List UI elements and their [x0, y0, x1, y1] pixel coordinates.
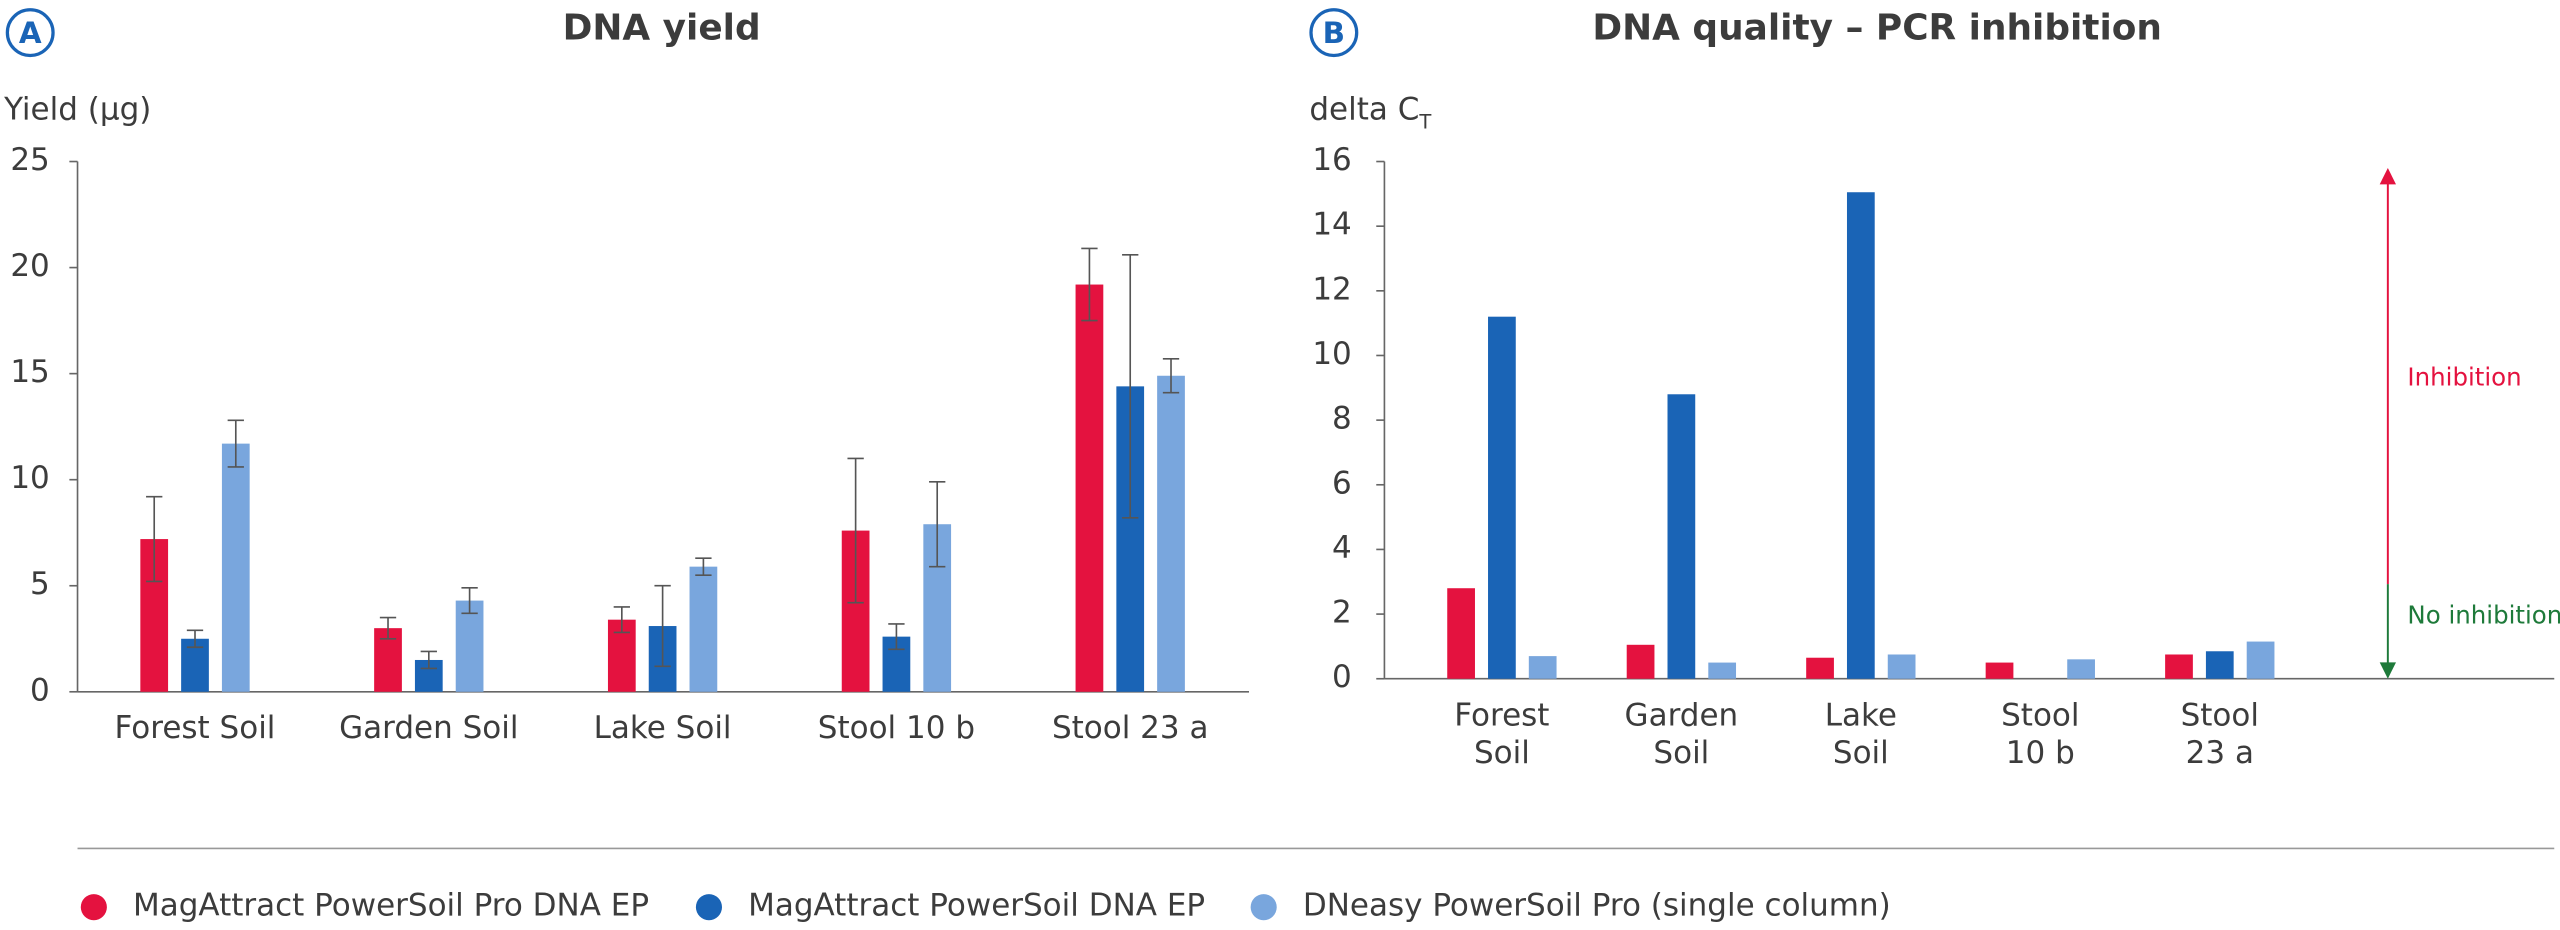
error-bar — [888, 623, 905, 651]
legend-label: MagAttract PowerSoil DNA EP — [748, 888, 1205, 924]
bar — [1488, 316, 1516, 679]
bar — [2165, 654, 2193, 679]
panel-label: B — [1323, 16, 1345, 50]
bar — [1447, 588, 1475, 679]
bar — [1887, 654, 1916, 679]
y-axis-label-sub: T — [1418, 110, 1431, 133]
y-tick-label: 14 — [1312, 207, 1351, 243]
error-bar — [654, 584, 671, 668]
x-tick-label: Forest Soil — [115, 710, 276, 746]
error-bar — [186, 629, 204, 649]
legend-label: DNeasy PowerSoil Pro (single column) — [1303, 888, 1891, 924]
x-tick-label: Stool 10 b — [2001, 697, 2079, 771]
annotation: No inhibition — [2407, 601, 2560, 630]
panel-badge — [1309, 8, 1359, 58]
error-bar — [461, 587, 478, 615]
y-tick-label: 2 — [1332, 595, 1352, 631]
error-bar — [379, 616, 397, 640]
x-tick-line: Garden — [1625, 697, 1739, 733]
arrow-head — [2379, 662, 2396, 679]
x-tick-label: Garden Soil — [1625, 697, 1739, 771]
error-bar — [613, 606, 630, 634]
y-tick-label: 15 — [10, 354, 49, 390]
panel-label: A — [19, 16, 42, 50]
x-tick-line: Stool — [2001, 697, 2079, 733]
y-tick-label: 16 — [1312, 142, 1351, 178]
bar — [1667, 394, 1696, 679]
bar — [1985, 662, 2014, 679]
y-axis-label: delta CT — [1309, 91, 1431, 132]
y-tick-label: 12 — [1312, 271, 1351, 307]
bar — [1708, 662, 1737, 679]
x-tick-line: Stool — [2181, 697, 2259, 733]
legend-swatch — [80, 894, 107, 921]
y-tick-label: 6 — [1332, 465, 1352, 501]
x-tick-label: Stool 10 b — [818, 710, 975, 746]
y-tick-label: 0 — [30, 672, 50, 708]
x-tick-label: Stool 23 a — [2181, 697, 2259, 771]
error-bar — [695, 557, 712, 576]
x-tick-label: Lake Soil — [1825, 697, 1897, 771]
error-bar — [847, 457, 864, 604]
bar — [689, 566, 718, 692]
bar — [455, 600, 484, 692]
error-bar — [146, 495, 163, 583]
error-bar — [1081, 247, 1098, 322]
x-tick-line: 10 b — [2006, 734, 2075, 770]
x-tick-label: Garden Soil — [339, 710, 518, 746]
x-tick-label: Lake Soil — [594, 710, 732, 746]
y-tick-label: 20 — [10, 248, 49, 284]
legend-swatch — [1250, 894, 1277, 921]
x-tick-label: Forest Soil — [1454, 697, 1549, 771]
bar — [2205, 651, 2234, 679]
annotation: Inhibition — [2407, 363, 2521, 392]
bar — [1626, 644, 1655, 679]
x-tick-line: Soil — [1833, 734, 1889, 770]
x-tick-line: Lake — [1825, 697, 1897, 733]
chart-title: DNA yield — [563, 7, 761, 48]
y-tick-label: 10 — [10, 460, 49, 496]
bar — [1157, 375, 1185, 692]
bar — [1846, 192, 1875, 679]
y-tick-label: 8 — [1332, 401, 1352, 437]
bar — [2067, 659, 2095, 679]
y-tick-label: 4 — [1332, 530, 1352, 566]
legend-swatch — [695, 894, 722, 921]
x-tick-line: Forest — [1454, 697, 1549, 733]
y-tick-label: 0 — [1332, 659, 1352, 695]
error-bar — [420, 650, 437, 670]
bar — [1075, 284, 1104, 692]
y-tick-label: 10 — [1312, 336, 1351, 372]
error-bar — [1162, 357, 1180, 394]
panel-badge — [5, 8, 55, 58]
legend-label: MagAttract PowerSoil Pro DNA EP — [133, 888, 649, 924]
chart-title: DNA quality – PCR inhibition — [1592, 7, 2162, 48]
y-axis-label: Yield (µg) — [3, 91, 151, 127]
y-tick-label: 5 — [30, 566, 50, 602]
bar — [221, 443, 250, 692]
x-tick-line: 23 a — [2186, 734, 2254, 770]
error-bar — [1122, 254, 1139, 519]
bar — [1528, 656, 1557, 679]
x-tick-line: Soil — [1653, 734, 1709, 770]
x-tick-label: Stool 23 a — [1052, 710, 1209, 746]
x-tick-line: Soil — [1474, 734, 1530, 770]
y-tick-label: 25 — [10, 142, 49, 178]
bar — [2246, 641, 2275, 679]
bar — [1806, 657, 1834, 679]
error-bar — [929, 480, 946, 568]
error-bar — [227, 419, 244, 468]
arrow-head — [2379, 168, 2396, 185]
